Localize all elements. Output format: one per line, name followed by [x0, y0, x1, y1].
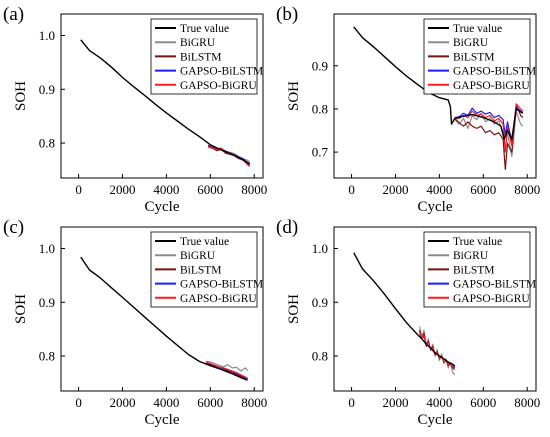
- x-tick-label: 4000: [426, 395, 452, 410]
- y-tick-label: 0.8: [312, 101, 328, 116]
- x-tick-label: 8000: [514, 395, 540, 410]
- legend-label: GAPSO-BiGRU: [180, 80, 257, 92]
- chart-panel-2: (b) 0 2000 4000 6000 8000 0.7 0.8 0.9 Cycle SOH Tru…: [276, 4, 540, 215]
- legend-label: BiGRU: [180, 37, 216, 49]
- x-tick-label: 4000: [426, 182, 452, 197]
- y-tick-label: 1.0: [39, 241, 55, 256]
- legend-label: GAPSO-BiLSTM: [180, 66, 263, 78]
- x-axis-label: Cycle: [418, 199, 453, 215]
- panel-label: (c): [3, 217, 24, 238]
- legend-label: GAPSO-BiLSTM: [453, 66, 536, 78]
- y-axis-label: SOH: [13, 294, 29, 324]
- x-tick-label: 2000: [382, 182, 408, 197]
- x-tick-label: 0: [75, 395, 82, 410]
- x-tick-label: 4000: [153, 395, 179, 410]
- plot-frame: [60, 13, 264, 179]
- series-line-bilstm: [207, 146, 251, 167]
- x-tick-label: 6000: [470, 182, 496, 197]
- plot-frame: [333, 13, 537, 179]
- series-line-bigru: [205, 360, 249, 372]
- x-tick-label: 4000: [153, 182, 179, 197]
- y-axis-label: SOH: [286, 81, 302, 111]
- y-tick-label: 1.0: [39, 28, 55, 43]
- chart-panel-3: (c) 0 2000 4000 6000 8000 0.8 0.9 1.0 Cycle SOH Tru…: [3, 217, 267, 428]
- legend-label: True value: [180, 236, 229, 248]
- plot-frame: [333, 226, 537, 392]
- legend: True value BiGRU BiLSTM GAPSO-BiLSTM GAPSO-B…: [150, 231, 263, 308]
- y-tick-label: 0.9: [39, 295, 55, 310]
- legend-label: BiGRU: [453, 250, 489, 262]
- x-axis-label: Cycle: [145, 199, 180, 215]
- x-tick-label: 6000: [197, 395, 223, 410]
- y-tick-label: 0.7: [312, 145, 329, 160]
- y-tick-label: 0.8: [312, 349, 328, 364]
- panel-label: (b): [276, 4, 298, 25]
- legend-label: GAPSO-BiGRU: [453, 80, 530, 92]
- x-tick-label: 8000: [241, 182, 267, 197]
- y-axis-label: SOH: [286, 294, 302, 324]
- legend-label: BiLSTM: [180, 264, 222, 276]
- y-axis-label: SOH: [13, 81, 29, 111]
- legend-label: BiGRU: [180, 250, 216, 262]
- x-tick-label: 0: [348, 182, 355, 197]
- x-tick-label: 2000: [382, 395, 408, 410]
- legend-label: True value: [453, 23, 502, 35]
- series-line-true-value: [80, 39, 251, 165]
- series-line-gapso-bigru: [205, 361, 248, 379]
- legend: True value BiGRU BiLSTM GAPSO-BiLSTM GAPSO-B…: [150, 18, 263, 95]
- x-tick-label: 8000: [241, 395, 267, 410]
- plot-frame: [60, 226, 264, 392]
- series-line-gapso-bigru: [207, 145, 251, 166]
- y-tick-label: 0.8: [39, 136, 55, 151]
- legend-label: BiLSTM: [453, 51, 495, 63]
- legend-label: BiLSTM: [453, 264, 495, 276]
- x-tick-label: 8000: [514, 182, 540, 197]
- y-tick-label: 0.9: [39, 82, 55, 97]
- series-line-true-value: [353, 252, 456, 367]
- x-axis-label: Cycle: [145, 412, 180, 428]
- x-axis-label: Cycle: [418, 412, 453, 428]
- legend-label: BiGRU: [453, 37, 489, 49]
- panel-label: (d): [276, 217, 298, 238]
- y-tick-label: 0.9: [312, 295, 328, 310]
- legend-label: GAPSO-BiGRU: [180, 293, 257, 305]
- series-line-true-value: [80, 256, 248, 381]
- chart-panel-1: (a) 0 2000 4000 6000 8000 0.8 0.9 1.0 Cycle SOH Tru…: [3, 4, 267, 215]
- y-tick-label: 0.9: [312, 58, 328, 73]
- x-tick-label: 6000: [197, 182, 223, 197]
- legend-label: True value: [180, 23, 229, 35]
- x-tick-label: 0: [348, 395, 355, 410]
- legend: True value BiGRU BiLSTM GAPSO-BiLSTM GAPSO-B…: [423, 18, 536, 95]
- y-tick-label: 0.8: [39, 349, 55, 364]
- legend-label: GAPSO-BiGRU: [453, 293, 530, 305]
- series-line-true-value: [353, 26, 524, 140]
- legend-label: BiLSTM: [180, 51, 222, 63]
- x-tick-label: 2000: [109, 395, 135, 410]
- panel-label: (a): [3, 4, 24, 25]
- legend-label: GAPSO-BiLSTM: [180, 279, 263, 291]
- x-tick-label: 2000: [109, 182, 135, 197]
- x-tick-label: 6000: [470, 395, 496, 410]
- legend: True value BiGRU BiLSTM GAPSO-BiLSTM GAPSO-B…: [423, 231, 536, 308]
- series-line-bigru: [419, 326, 456, 376]
- series-line-gapso-bigru: [419, 331, 456, 369]
- y-tick-label: 1.0: [312, 241, 328, 256]
- legend-label: True value: [453, 236, 502, 248]
- x-tick-label: 0: [75, 182, 82, 197]
- legend-label: GAPSO-BiLSTM: [453, 279, 536, 291]
- chart-panel-4: (d) 0 2000 4000 6000 8000 0.8 0.9 1.0 Cycle SOH Tru…: [276, 217, 540, 428]
